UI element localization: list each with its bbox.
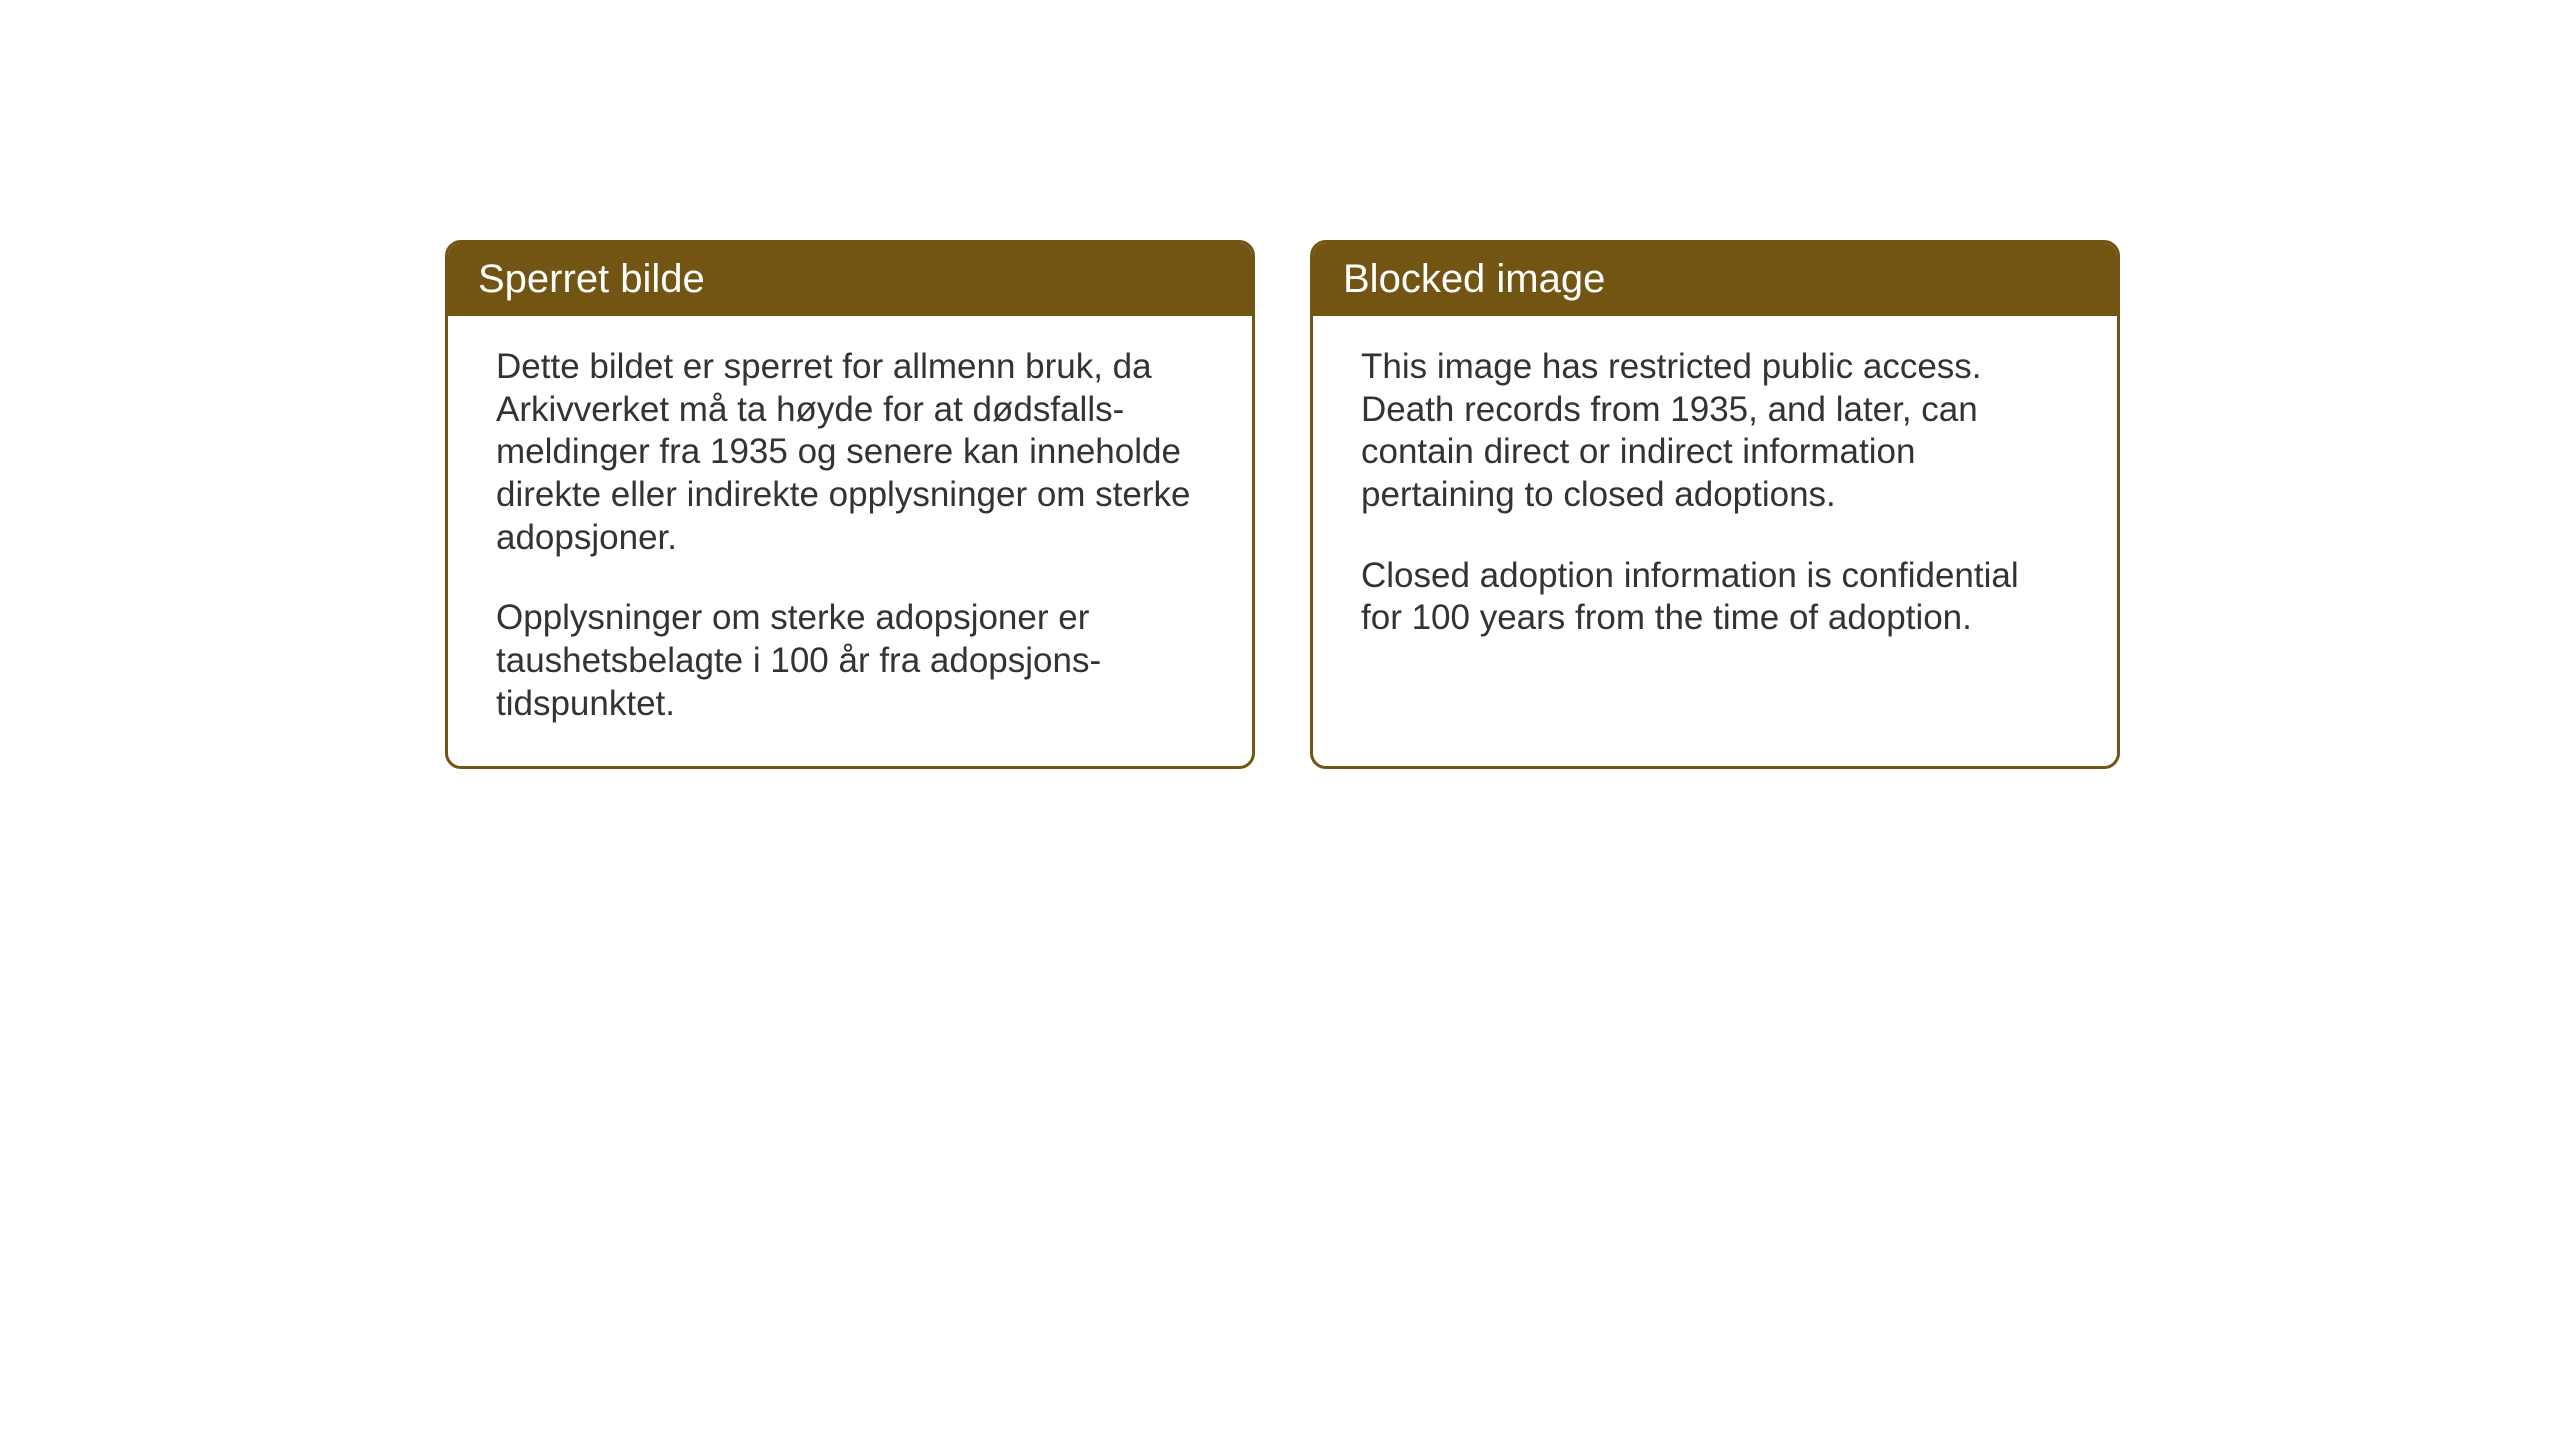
notice-paragraph-1-english: This image has restricted public access.… (1361, 346, 2069, 517)
notice-card-english: Blocked image This image has restricted … (1310, 240, 2120, 769)
notice-body-norwegian: Dette bildet er sperret for allmenn bruk… (448, 316, 1252, 766)
notice-card-norwegian: Sperret bilde Dette bildet er sperret fo… (445, 240, 1255, 769)
notice-container: Sperret bilde Dette bildet er sperret fo… (445, 240, 2120, 769)
notice-paragraph-2-english: Closed adoption information is confident… (1361, 555, 2069, 640)
notice-paragraph-2-norwegian: Opplysninger om sterke adopsjoner er tau… (496, 597, 1204, 725)
notice-paragraph-1-norwegian: Dette bildet er sperret for allmenn bruk… (496, 346, 1204, 559)
notice-header-english: Blocked image (1313, 243, 2117, 316)
notice-body-english: This image has restricted public access.… (1313, 316, 2117, 746)
notice-header-norwegian: Sperret bilde (448, 243, 1252, 316)
